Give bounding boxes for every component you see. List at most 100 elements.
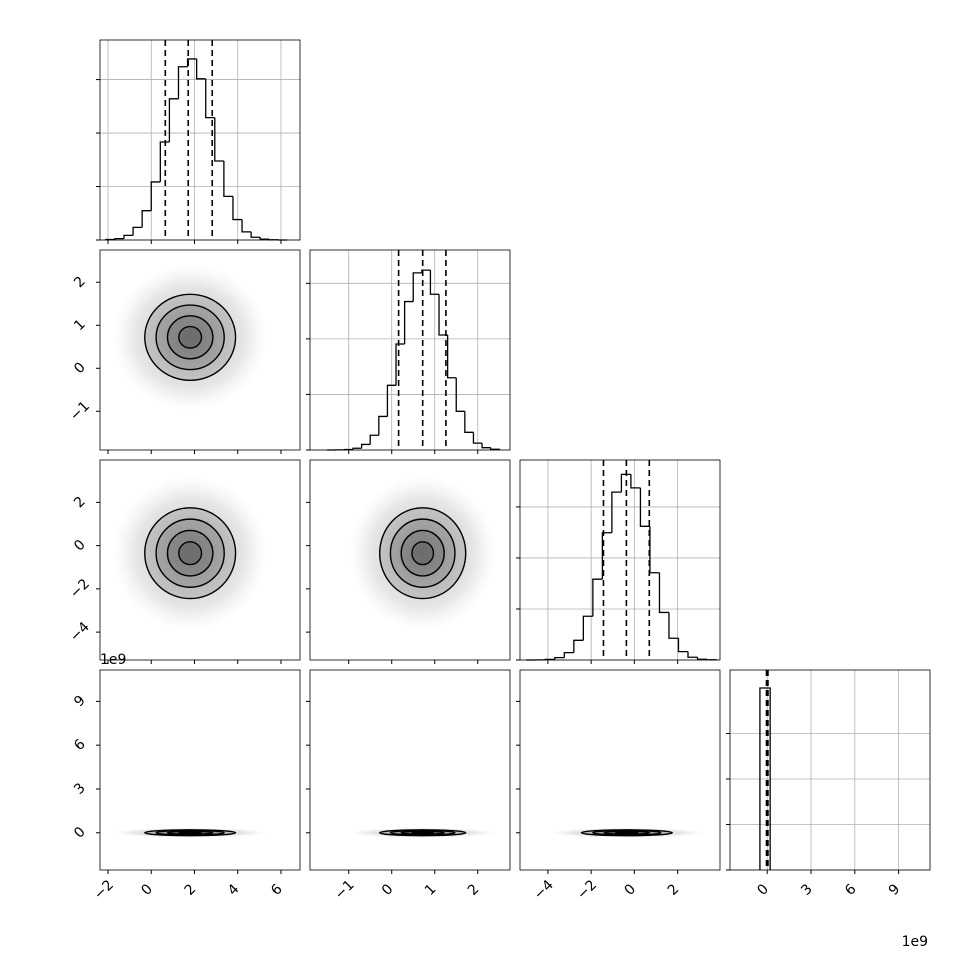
hist-bin: [250, 231, 261, 238]
hist-bin: [573, 639, 584, 653]
hist-bin: [455, 377, 465, 412]
hist-bin: [168, 98, 179, 143]
hist-bin: [369, 434, 379, 445]
x-tick-label: 0: [379, 881, 397, 899]
contour: [144, 507, 237, 600]
contour: [178, 831, 203, 835]
contour: [389, 518, 456, 588]
x-tick-label: −1: [332, 877, 358, 903]
hist-bin: [232, 196, 243, 221]
hist-bin: [472, 432, 483, 444]
hist-bin: [177, 66, 188, 99]
hist-bin: [438, 294, 448, 336]
hist-bin: [360, 443, 371, 449]
contour: [155, 518, 225, 588]
scatter-cloud: [112, 827, 268, 838]
hist-bin: [630, 474, 641, 489]
panel-frame: [309, 459, 511, 661]
contour: [178, 325, 203, 349]
panel-frame: [99, 459, 301, 661]
contour: [603, 830, 651, 835]
hist-bin: [446, 335, 457, 379]
hist-bin: [668, 612, 679, 639]
y-tick-label: 0: [71, 359, 89, 377]
panel-frame: [309, 669, 511, 871]
y-tick-label: −4: [67, 619, 93, 645]
pair-panel: [112, 476, 268, 631]
pair-panel: [112, 264, 268, 411]
hist-bin: [554, 657, 565, 660]
hist-bin: [241, 219, 252, 233]
x-tick-label: 0: [138, 881, 156, 899]
hist-bin: [412, 272, 422, 302]
hist-bin: [464, 411, 474, 433]
pair-panel: [112, 827, 268, 838]
contour: [144, 293, 237, 382]
hist-bin: [429, 270, 440, 295]
x-tick-label: −2: [574, 877, 600, 903]
hist-bin: [123, 234, 134, 239]
x-tick-label: 6: [842, 881, 860, 899]
x-tick-label: 4: [225, 881, 243, 899]
y-tick-label: −1: [67, 398, 93, 424]
panel-frame: [99, 249, 301, 451]
scatter-cloud: [112, 476, 268, 631]
y-tick-label: 6: [71, 736, 89, 754]
hist-bin: [132, 226, 143, 236]
scatter-cloud: [349, 476, 496, 631]
hist-panel: [726, 669, 931, 871]
x-tick-label: 0: [754, 881, 772, 899]
y-tick-label: 2: [71, 273, 89, 291]
hist-panel: [306, 249, 511, 451]
panel-frame: [519, 669, 721, 871]
panel-frame: [519, 459, 721, 661]
hist-panel: [516, 459, 721, 661]
y-tick-label: 1: [71, 316, 89, 334]
y-tick-label: 0: [71, 824, 89, 842]
hist-bin: [403, 300, 414, 344]
contour: [614, 831, 639, 835]
scatter-cloud: [349, 827, 496, 838]
hist-bin: [214, 117, 224, 162]
x-tick-label: 0: [622, 881, 640, 899]
hist-bin: [639, 487, 650, 527]
contour: [178, 541, 203, 566]
y-tick-label: 3: [71, 780, 89, 798]
contour: [155, 304, 225, 371]
hist-bin: [563, 652, 574, 658]
scatter-cloud: [112, 264, 268, 411]
hist-bin: [386, 384, 397, 417]
hist-bin: [658, 572, 669, 614]
panel-frame: [309, 249, 511, 451]
hist-bin: [620, 473, 631, 493]
scatter-cloud: [549, 827, 704, 838]
hist-bin: [611, 491, 622, 533]
hist-bin: [141, 210, 152, 228]
hist-bin: [687, 651, 698, 658]
hist-bin: [259, 237, 270, 240]
y-tick-label: 0: [71, 537, 89, 555]
contour: [411, 831, 435, 835]
hist-bin: [592, 578, 603, 617]
hist-bin: [759, 687, 771, 870]
hist-bin: [421, 269, 431, 273]
hist-bin: [205, 78, 215, 119]
contour: [166, 529, 214, 577]
x-tick-label: −4: [531, 877, 557, 903]
hist-bin: [582, 615, 593, 641]
pair-panel: [349, 827, 496, 838]
panel-frame: [99, 39, 301, 241]
x-tick-label: −2: [91, 877, 117, 903]
x-tick-label: 3: [798, 881, 816, 899]
hist-bin: [696, 657, 708, 660]
hist-bin: [114, 237, 124, 240]
y-tick-label: −2: [67, 576, 93, 602]
hist-bin: [352, 447, 362, 450]
x-tick-label: 2: [182, 881, 200, 899]
x-tick-label: 9: [886, 881, 904, 899]
hist-bin: [223, 160, 233, 198]
y-tick-label: 9: [71, 693, 89, 711]
contour: [378, 507, 467, 600]
hist-bin: [395, 343, 405, 386]
